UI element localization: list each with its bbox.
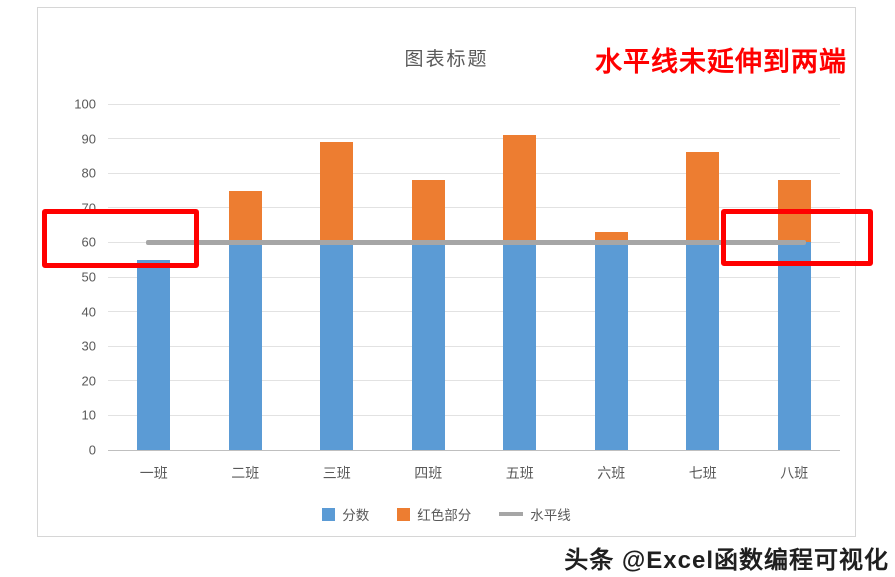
watermark: 头条 @Excel函数编程可视化 [564,547,889,574]
y-axis-tick-label: 100 [74,96,96,112]
gridline [108,345,840,347]
legend-item: 分数 [322,504,369,524]
y-axis-tick-label: 20 [81,373,96,389]
bar-segment-base [503,242,537,450]
y-axis-tick-label: 30 [81,338,96,354]
highlight-box-left [42,209,199,268]
bar-segment-top [594,232,628,243]
legend-label: 红色部分 [417,508,472,523]
x-axis-category-label: 六班 [597,465,626,481]
annotation-text: 水平线未延伸到两端 [595,47,847,77]
y-axis-tick-label: 0 [88,442,96,458]
bar-segment-top [686,152,720,243]
x-axis-category-label: 四班 [414,465,443,481]
x-axis-category-label: 五班 [505,465,534,481]
legend-label: 分数 [342,508,370,523]
gridline [108,138,840,140]
y-axis-tick-label: 40 [81,304,96,320]
legend-item: 水平线 [499,504,571,524]
chart-title: 图表标题 [404,49,489,70]
legend-line-icon [499,512,524,516]
bar-segment-base [686,242,720,450]
legend-item: 红色部分 [397,504,471,524]
x-axis-category-label: 七班 [688,465,717,481]
gridline [108,207,840,209]
bar-segment-base [320,242,354,450]
bar-segment-base [594,242,628,450]
legend: 分数 红色部分 水平线 [38,504,855,524]
plot-area [108,103,840,451]
bar-segment-base [137,259,171,450]
bar-segment-top [411,180,445,243]
gridline [108,103,840,105]
legend-swatch-icon [322,507,336,521]
bar-segment-base [228,242,262,450]
legend-label: 水平线 [530,508,571,523]
gridline [108,276,840,278]
highlight-box-right [721,209,873,266]
x-axis-category-label: 三班 [322,465,351,481]
x-axis-category-label: 一班 [139,465,168,481]
gridline [108,311,840,313]
y-axis-tick-label: 10 [81,407,96,423]
y-axis-tick-label: 80 [81,165,96,181]
bar-segment-top [320,142,354,243]
y-axis-tick-label: 50 [81,269,96,285]
gridline [108,172,840,174]
y-axis-tick-label: 60 [81,234,96,250]
bar-segment-base [777,242,811,450]
x-axis-category-label: 八班 [780,465,809,481]
y-axis-tick-label: 90 [81,131,96,147]
horizontal-line-series [145,239,807,245]
x-axis-category-label: 二班 [231,465,260,481]
gridline [108,414,840,416]
bar-segment-base [411,242,445,450]
chart-frame: 图表标题 水平线未延伸到两端 0 10 20 30 40 50 60 70 80 90 100 一班… [37,7,856,537]
bar-segment-top [503,135,537,243]
bar-segment-top [228,190,262,243]
gridline [108,380,840,382]
x-axis: 一班 二班 三班 四班 五班 六班 七班 八班 [108,463,840,485]
legend-swatch-icon [397,507,411,521]
y-axis: 0 10 20 30 40 50 60 70 80 90 100 [46,97,100,458]
